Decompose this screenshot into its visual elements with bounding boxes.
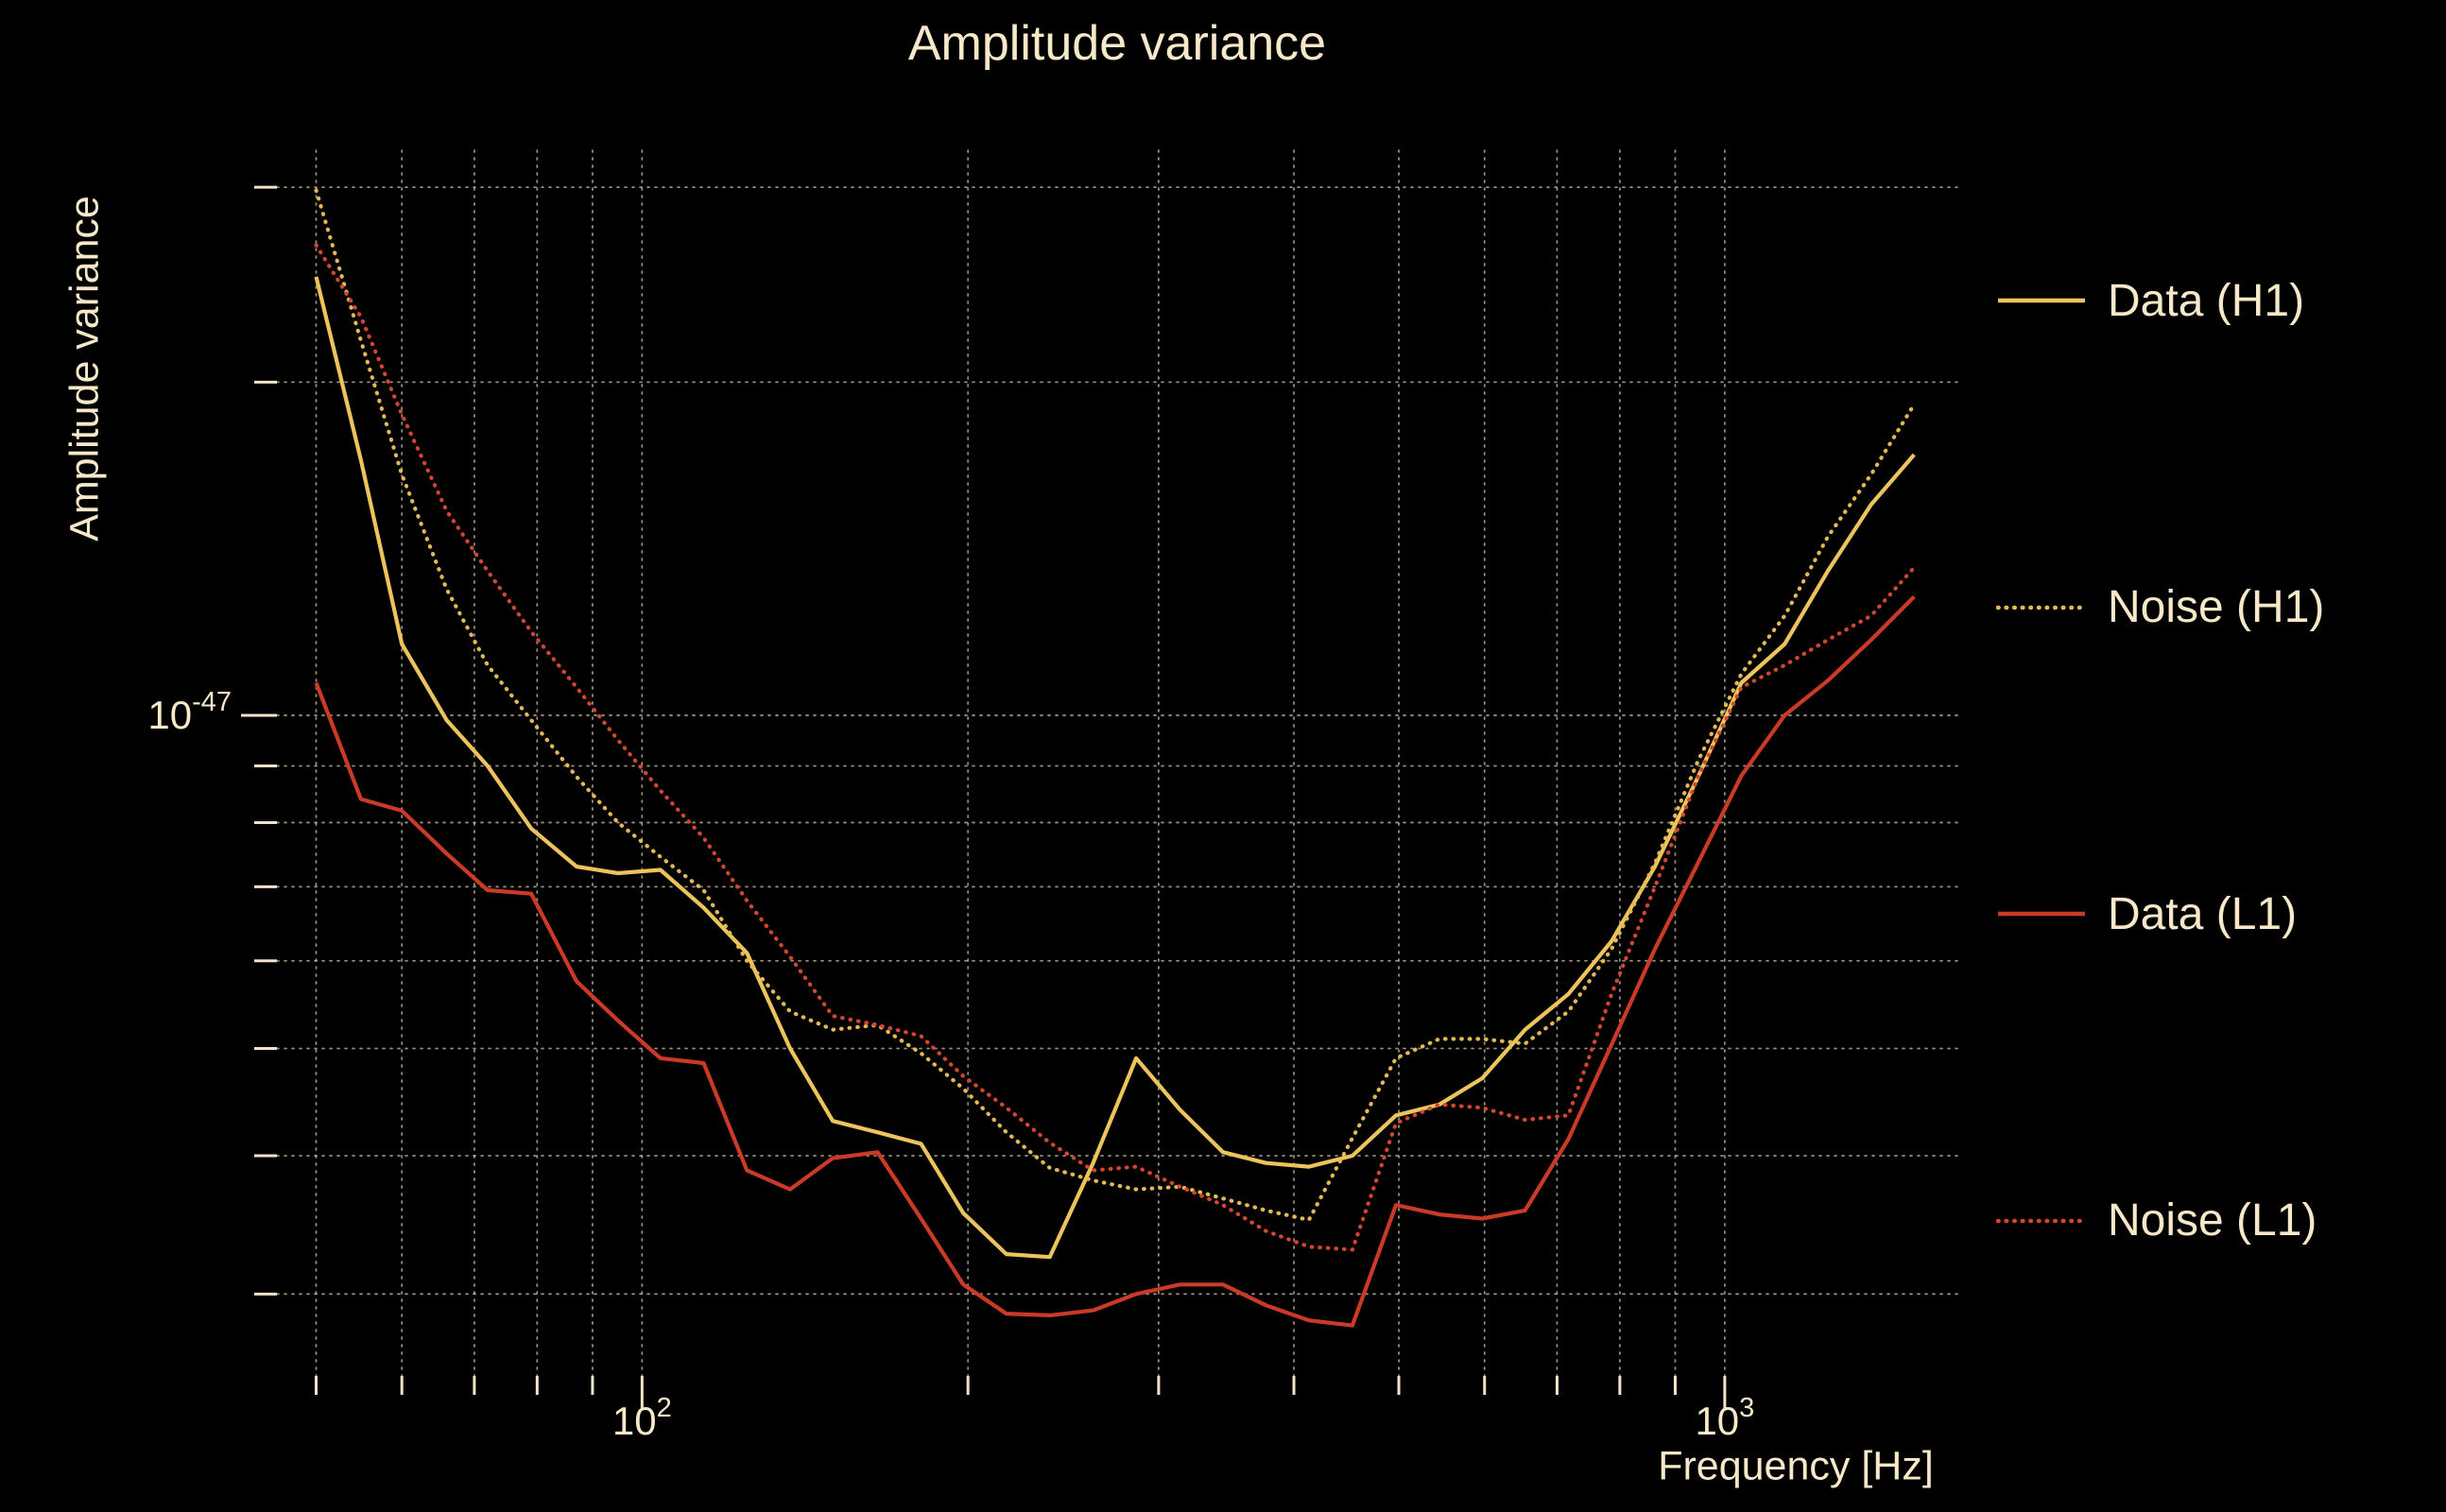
- legend-label-data-h1: Data (H1): [2108, 275, 2305, 326]
- series-line-noise-l1: [314, 243, 1917, 1252]
- legend-label-noise-l1: Noise (L1): [2108, 1195, 2317, 1246]
- legend-item-data-h1: Data (H1): [1996, 274, 2324, 327]
- legend-line-sample-data-h1: [1998, 298, 2085, 303]
- legend: Data (H1) Noise (H1) Data (L1) Noise (L1): [1996, 274, 2324, 1247]
- legend-item-noise-l1: Noise (L1): [1996, 1194, 2324, 1247]
- y-tick-label: 10-47: [147, 687, 232, 737]
- legend-label-data-l1: Data (L1): [2108, 888, 2298, 939]
- series-line-data-l1: [314, 594, 1916, 1328]
- chart-title: Amplitude variance: [907, 16, 1327, 71]
- legend-line-sample-data-l1: [1998, 912, 2085, 917]
- x-tick-label: 103: [1695, 1393, 1754, 1443]
- x-gridlines: [315, 149, 1726, 1377]
- y-gridlines: [276, 186, 1958, 1296]
- legend-line-sample-noise-h1: [1996, 605, 2087, 610]
- legend-line-sample-noise-l1: [1996, 1218, 2087, 1224]
- legend-label-noise-h1: Noise (H1): [2108, 582, 2325, 633]
- series-line-noise-h1: [314, 188, 1917, 1223]
- x-tick-label: 102: [612, 1393, 672, 1443]
- legend-item-data-l1: Data (L1): [1996, 887, 2324, 940]
- legend-item-noise-h1: Noise (H1): [1996, 581, 2324, 634]
- series-group: [314, 188, 1917, 1328]
- series-line-data-h1: [314, 276, 1916, 1260]
- x-axis-label: Frequency [Hz]: [1658, 1443, 1934, 1489]
- axis-ticks: [241, 185, 1727, 1408]
